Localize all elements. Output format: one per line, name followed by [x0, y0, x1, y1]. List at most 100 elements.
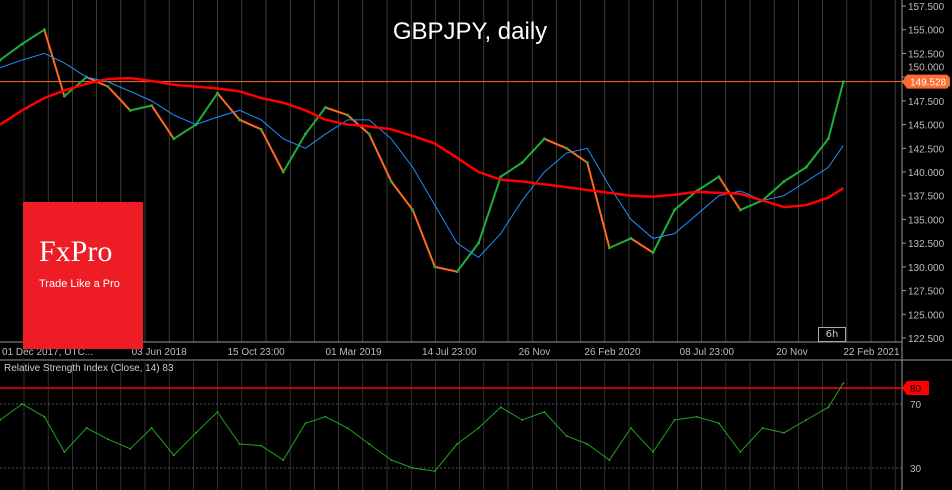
- price-tick-label: 155.000: [908, 26, 945, 37]
- price-point: [128, 108, 132, 112]
- rsi-highlight-label: 80: [910, 384, 922, 395]
- price-segment: [325, 106, 348, 117]
- rsi-level-label: 70: [910, 400, 922, 411]
- price-segment: [673, 190, 698, 211]
- rsi-point: [63, 451, 66, 453]
- slow-ma-line: [0, 76, 845, 209]
- price-segment: [304, 106, 327, 135]
- price-point: [0, 58, 2, 62]
- price-point: [281, 170, 285, 174]
- price-segment: [390, 180, 414, 211]
- rsi-level-label: 30: [910, 464, 922, 475]
- rsi-point: [477, 427, 480, 429]
- rsi-point: [456, 443, 459, 445]
- rsi-point: [782, 431, 785, 434]
- price-segment: [500, 161, 523, 178]
- price-segment: [783, 166, 807, 183]
- rsi-point: [194, 431, 197, 434]
- price-point: [477, 241, 481, 245]
- rsi-point: [368, 443, 371, 445]
- rsi-point: [842, 382, 845, 385]
- rsi-point: [521, 419, 524, 421]
- price-segment: [0, 43, 23, 61]
- price-tick-label: 127.500: [908, 287, 945, 298]
- price-tick-label: 140.000: [908, 168, 945, 179]
- price-segment: [368, 133, 393, 182]
- logo-brand: FxPro: [39, 235, 113, 268]
- price-segment: [260, 128, 285, 173]
- price-segment: [173, 123, 197, 140]
- price-tick-label: 132.500: [908, 239, 945, 250]
- price-point: [738, 208, 742, 212]
- rsi-point: [150, 427, 153, 429]
- current-price-label: 149.528: [910, 78, 947, 89]
- price-point: [20, 42, 24, 46]
- price-segment: [827, 81, 845, 140]
- rsi-point: [260, 444, 263, 447]
- rsi-point: [717, 422, 720, 425]
- rsi-point: [499, 406, 502, 409]
- rsi-point: [324, 415, 327, 418]
- rsi-point: [652, 451, 655, 453]
- rsi-point: [673, 419, 676, 421]
- price-segment: [456, 242, 480, 273]
- price-tick-label: 122.500: [908, 334, 945, 345]
- price-tick-label: 147.500: [908, 97, 945, 108]
- price-point: [303, 132, 307, 136]
- price-point: [238, 118, 242, 122]
- rsi-point: [282, 459, 285, 461]
- price-point: [717, 175, 721, 179]
- rsi-highlight-badge: [902, 381, 929, 395]
- chart-title: GBPJPY, daily: [392, 18, 548, 45]
- time-tick-label: 08 Jul 23:00: [680, 347, 735, 358]
- price-tick-label: 137.500: [908, 192, 945, 203]
- current-price-badge: [902, 74, 950, 89]
- time-tick-label: 20 Nov: [776, 347, 808, 358]
- price-point: [323, 105, 327, 109]
- price-tick-label: 130.000: [908, 263, 945, 274]
- rsi-point: [304, 422, 307, 425]
- rsi-point: [85, 427, 88, 429]
- price-tick-label: 135.000: [908, 215, 945, 226]
- price-point: [782, 179, 786, 183]
- price-segment: [129, 104, 152, 112]
- price-point: [346, 113, 350, 117]
- fast-ma-line: [0, 52, 844, 259]
- rsi-label: Relative Strength Index (Close, 14) 83: [4, 363, 174, 374]
- price-point: [565, 146, 569, 150]
- rsi-point: [543, 411, 546, 413]
- price-segment: [609, 237, 632, 249]
- rsi-point: [695, 415, 698, 418]
- price-segment: [107, 85, 131, 112]
- price-point: [607, 246, 611, 250]
- price-segment: [652, 209, 676, 254]
- price-segment: [411, 209, 436, 268]
- price-point: [433, 265, 437, 269]
- price-segment: [696, 175, 720, 192]
- price-point: [150, 104, 154, 108]
- price-tick-label: 145.000: [908, 121, 945, 132]
- price-point: [42, 28, 46, 32]
- logo-tagline: Trade Like a Pro: [39, 278, 120, 290]
- price-point: [629, 236, 633, 240]
- rsi-point: [586, 443, 589, 445]
- price-point: [520, 161, 524, 165]
- time-tick-label: 01 Mar 2019: [325, 347, 382, 358]
- price-segment: [434, 265, 458, 273]
- price-point: [259, 127, 263, 131]
- price-point: [455, 270, 459, 274]
- price-segment: [739, 199, 763, 211]
- rsi-point: [411, 467, 414, 469]
- price-tick-label: 157.500: [908, 2, 945, 13]
- price-segment: [565, 147, 588, 164]
- price-point: [585, 161, 589, 165]
- price-segment: [216, 92, 241, 121]
- period-badge[interactable]: 6h: [818, 327, 846, 342]
- price-segment: [521, 138, 546, 164]
- rsi-point: [629, 427, 632, 429]
- time-tick-label: 22 Feb 2021: [843, 347, 900, 358]
- price-segment: [43, 29, 66, 97]
- time-tick-label: 15 Oct 23:00: [227, 347, 285, 358]
- rsi-line: [0, 382, 844, 472]
